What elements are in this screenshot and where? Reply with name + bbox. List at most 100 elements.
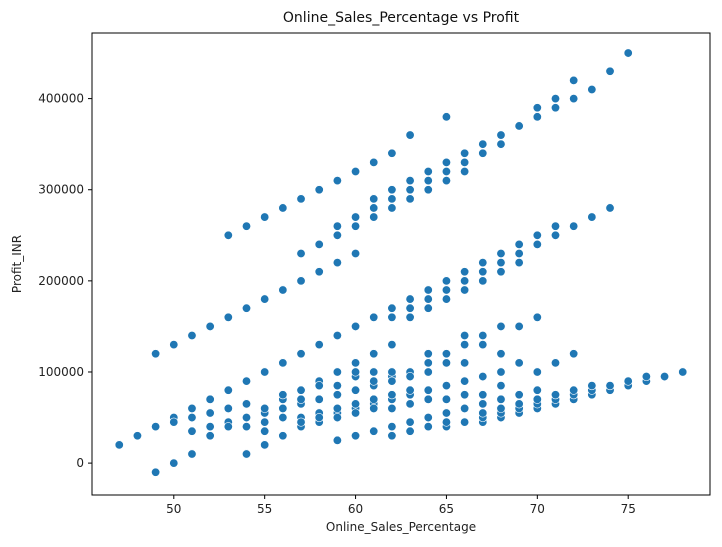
points-layer — [114, 48, 688, 477]
data-point — [441, 112, 451, 122]
data-point — [278, 403, 288, 413]
data-point — [605, 203, 615, 213]
data-point — [369, 212, 379, 222]
data-point — [532, 112, 542, 122]
data-point — [296, 276, 306, 286]
data-point — [205, 321, 215, 331]
data-point — [405, 294, 415, 304]
data-point — [351, 408, 361, 418]
data-point — [405, 399, 415, 409]
data-point — [423, 303, 433, 313]
data-point — [678, 367, 688, 377]
data-point — [332, 367, 342, 377]
data-point — [387, 340, 397, 350]
data-point — [569, 94, 579, 104]
data-point — [405, 185, 415, 195]
data-point — [369, 403, 379, 413]
data-point — [296, 349, 306, 359]
data-point — [405, 176, 415, 186]
data-point — [460, 267, 470, 277]
data-point — [423, 422, 433, 432]
data-point — [587, 85, 597, 95]
data-point — [296, 385, 306, 395]
data-point — [478, 331, 488, 341]
data-point — [623, 48, 633, 58]
data-point — [460, 148, 470, 158]
data-point — [369, 349, 379, 359]
data-point — [460, 157, 470, 167]
data-point — [478, 340, 488, 350]
data-point — [351, 167, 361, 177]
data-point — [369, 157, 379, 167]
data-point — [441, 167, 451, 177]
data-point — [441, 176, 451, 186]
data-point — [260, 367, 270, 377]
data-point — [387, 403, 397, 413]
data-point — [332, 221, 342, 231]
data-point — [441, 276, 451, 286]
data-point — [441, 417, 451, 427]
data-point — [550, 103, 560, 113]
data-point — [550, 221, 560, 231]
data-point — [660, 372, 670, 382]
data-point — [423, 185, 433, 195]
data-point — [441, 394, 451, 404]
data-point — [641, 372, 651, 382]
data-point — [187, 426, 197, 436]
data-point — [460, 340, 470, 350]
data-point — [496, 139, 506, 149]
data-point — [550, 94, 560, 104]
x-tick-label: 75 — [621, 502, 636, 516]
data-point — [260, 294, 270, 304]
data-point — [423, 367, 433, 377]
data-point — [332, 258, 342, 268]
data-point — [242, 422, 252, 432]
data-point — [387, 203, 397, 213]
data-point — [496, 349, 506, 359]
data-point — [441, 381, 451, 391]
data-point — [423, 167, 433, 177]
data-point — [369, 394, 379, 404]
data-point — [496, 321, 506, 331]
data-point — [460, 358, 470, 368]
data-point — [532, 394, 542, 404]
data-point — [278, 431, 288, 441]
data-point — [332, 230, 342, 240]
data-point — [387, 185, 397, 195]
data-point — [532, 385, 542, 395]
data-point — [387, 194, 397, 204]
data-point — [460, 167, 470, 177]
data-point — [223, 385, 233, 395]
data-point — [460, 390, 470, 400]
data-point — [387, 422, 397, 432]
data-point — [296, 417, 306, 427]
data-point — [351, 249, 361, 259]
data-point — [260, 403, 270, 413]
data-point — [405, 417, 415, 427]
data-point — [514, 249, 524, 259]
data-point — [423, 294, 433, 304]
data-point — [514, 390, 524, 400]
data-point — [205, 394, 215, 404]
data-point — [151, 422, 161, 432]
data-point — [605, 381, 615, 391]
data-point — [423, 413, 433, 423]
data-point — [423, 349, 433, 359]
y-tick-label: 100000 — [38, 365, 84, 379]
data-point — [369, 312, 379, 322]
data-point — [332, 331, 342, 341]
data-point — [296, 249, 306, 259]
data-point — [114, 440, 124, 450]
data-point — [151, 467, 161, 477]
data-point — [478, 258, 488, 268]
data-point — [514, 358, 524, 368]
data-point — [550, 230, 560, 240]
data-point — [205, 422, 215, 432]
y-tick-label: 300000 — [38, 183, 84, 197]
data-point — [369, 426, 379, 436]
data-point — [332, 381, 342, 391]
data-point — [278, 203, 288, 213]
data-point — [151, 349, 161, 359]
data-point — [441, 294, 451, 304]
data-point — [351, 399, 361, 409]
